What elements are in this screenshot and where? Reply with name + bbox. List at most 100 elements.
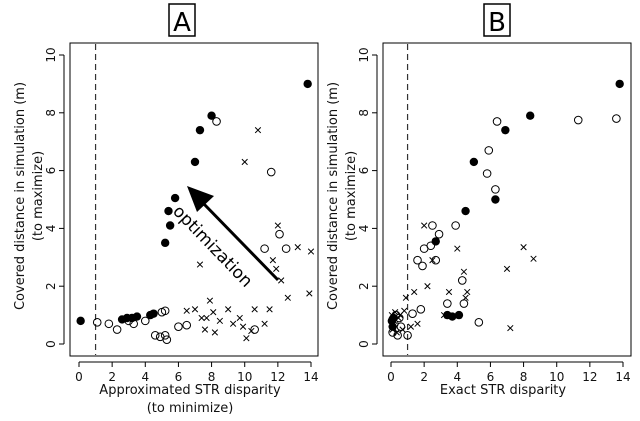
optimization-arrow [200, 200, 280, 282]
panel-b-x-tick-label: 6 [487, 370, 495, 384]
panel-a-filled-point [164, 206, 173, 216]
panel-a-open-point [266, 167, 276, 177]
panel-a-x-tick-label: 8 [208, 370, 216, 384]
panel-b-y-axis: 0 2 4 6 8 10 [357, 47, 378, 348]
panel-b-filled-point [431, 237, 440, 246]
panel-a-filled-point [190, 157, 200, 167]
panel-a-open-point [104, 319, 114, 329]
panel-a-cross-point [191, 306, 199, 313]
panel-a-y-tick-label: 6 [44, 167, 58, 175]
panel-b-y-tick-label: 6 [357, 167, 371, 175]
panel-a-cross-point [203, 314, 210, 322]
panel-b-open-point [428, 221, 437, 230]
panel-b-cross-point [464, 288, 471, 296]
panel-a-x-tick-label: 0 [75, 370, 83, 384]
panel-a-cross-point [243, 335, 250, 342]
panel-b-label-box [483, 3, 511, 37]
panel-a-cross-point [183, 307, 190, 314]
panel-a-cross-point [210, 309, 217, 316]
panel-a-cross-point [254, 126, 262, 134]
panel-a-label-box [168, 3, 196, 37]
panel-b-cross-point [520, 244, 527, 251]
panel-a-x-tick-label: 2 [108, 370, 116, 384]
panel-a-open-point [150, 331, 160, 340]
panel-a-plot-frame [69, 42, 319, 357]
panel-a-xlabel-sub: (to minimize) [147, 401, 234, 416]
panel-b-open-point [457, 276, 467, 285]
panel-b-open-point [396, 322, 406, 331]
panel-a-filled-point [195, 125, 205, 135]
panel-a-cross-point [251, 306, 258, 313]
panel-a-y-tick-label: 2 [44, 282, 58, 290]
panel-a-filled-point [165, 221, 175, 230]
panel-b-open-point [612, 114, 621, 123]
panel-a-points [76, 79, 315, 344]
panel-b-open-point [408, 309, 417, 318]
panel-b-x-tick-label: 4 [453, 370, 461, 384]
panel-b-cross-point [407, 323, 415, 330]
panel-a-xlabel: Approximated STR disparity [99, 383, 281, 398]
panel-b-y-tick-label: 8 [357, 109, 371, 117]
panel-a-open-point [92, 318, 102, 327]
panel-b-filled-point [501, 125, 510, 135]
panel-a-x-tick-label: 4 [141, 370, 149, 384]
panel-a-filled-point [303, 79, 312, 89]
panel-a-y-axis: 0 2 4 6 8 10 [44, 47, 65, 348]
panel-a-filled-point [160, 238, 170, 248]
panel-b-open-point [474, 318, 484, 327]
panel-b-open-point [416, 305, 426, 314]
panel-b-ylabel-sub: (to maximize) [344, 151, 359, 241]
panel-b-filled-point [469, 157, 479, 167]
panel-b-y-tick-label: 2 [357, 282, 371, 290]
panel-b-points [387, 79, 624, 340]
panel-a-y-tick-label: 10 [44, 47, 58, 62]
panel-a-filled-point [149, 309, 158, 318]
panel-b-ylabel: Covered distance in simulation (m) [326, 82, 341, 310]
panel-a-cross-point [241, 158, 248, 166]
panel-b-filled-point [461, 206, 470, 216]
panel-b-open-point [443, 299, 452, 308]
panel-a-cross-point [274, 222, 282, 229]
panel-b-cross-point [503, 265, 511, 273]
panel-b-open-point [418, 261, 427, 271]
panel-a-cross-point [307, 248, 315, 255]
panel-b-open-point [434, 229, 444, 239]
panel-a-cross-point [269, 257, 277, 264]
panel-a-open-point [182, 320, 192, 330]
panel-b-x-tick-label: 8 [520, 370, 528, 384]
panel-b-x-tick-label: 10 [549, 370, 564, 384]
panel-a-cross-point [248, 327, 255, 335]
panel-b-cross-point [454, 245, 461, 252]
panel-a-cross-point [196, 261, 204, 268]
panel-b-filled-point [491, 195, 500, 204]
panel-b-cross-point [395, 314, 402, 322]
panel-a-open-point [160, 306, 170, 316]
panel-a-filled-point [207, 111, 216, 120]
panel-b-open-point [451, 221, 460, 230]
panel-b-open-point [484, 146, 494, 155]
panel-a: A 0 2 4 6 8 10 12 14 0 2 4 6 8 10 Approximated STR d… [13, 3, 319, 416]
panel-a-x-tick-label: 6 [175, 370, 183, 384]
panel-b-cross-point [429, 257, 436, 264]
panel-a-open-point [124, 316, 134, 326]
panel-b-cross-point [445, 288, 453, 296]
panel-b-cross-point [399, 326, 406, 333]
panel-a-x-tick-label: 14 [303, 370, 318, 384]
panel-b-cross-point [530, 255, 537, 262]
panel-a-filled-point [76, 316, 85, 326]
panel-a-open-point [129, 319, 138, 329]
panel-b-cross-point [507, 324, 514, 332]
panel-a-cross-point [294, 244, 301, 251]
panel-b-cross-point [411, 288, 418, 296]
panel-a-cross-point [201, 326, 209, 333]
panel-a-cross-point [206, 297, 214, 304]
panel-b-cross-point [440, 311, 448, 319]
panel-b-x-tick-label: 14 [615, 370, 630, 384]
panel-a-open-point [140, 316, 150, 326]
panel-a-cross-point [229, 320, 237, 327]
panel-b-open-point [491, 185, 500, 194]
panel-b-cross-point [389, 326, 396, 333]
panel-a-cross-point [224, 306, 232, 313]
panel-a-cross-point [273, 265, 280, 273]
